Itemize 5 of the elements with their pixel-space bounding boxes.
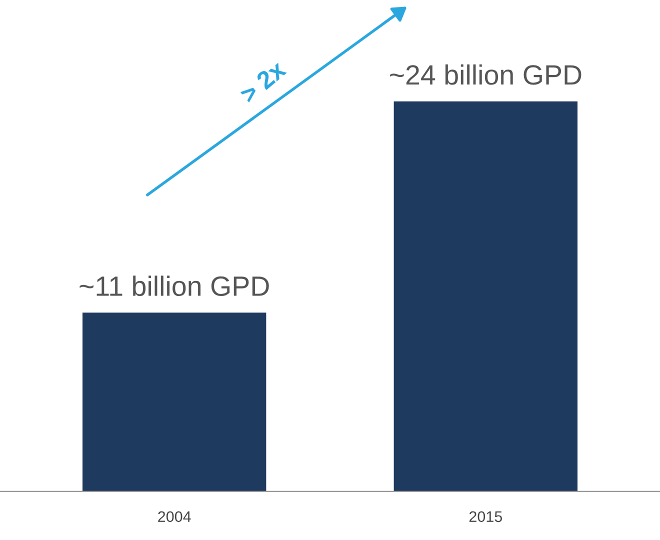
data-label: ~24 billion GPD — [390, 64, 582, 85]
x-tick-label: 2015 — [469, 511, 502, 522]
data-label: ~11 billion GPD — [80, 276, 269, 296]
x-tick-label: 2004 — [158, 511, 191, 522]
annotation: > 2x — [238, 59, 287, 104]
